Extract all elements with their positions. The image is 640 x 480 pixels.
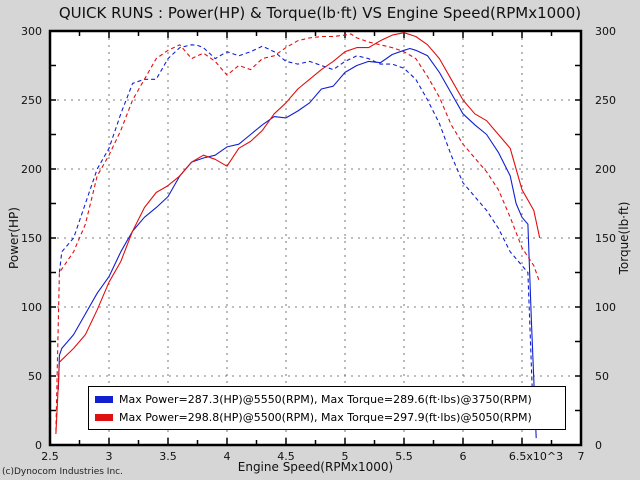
legend: Max Power=287.3(HP)@5550(RPM), Max Torqu…	[88, 386, 566, 430]
x-tick-label: 6.5x10^3	[509, 450, 563, 463]
y-axis-label: Power(HP)	[7, 207, 21, 269]
chart-title: QUICK RUNS : Power(HP) & Torque(lb·ft) V…	[58, 4, 582, 22]
x-tick-label: 6	[460, 450, 467, 463]
x-tick-label: 5	[342, 450, 349, 463]
y-tick-label: 250	[21, 94, 42, 107]
torque-line-blue	[58, 44, 535, 432]
y-tick-label: 150	[21, 232, 42, 245]
legend-item-blue: Max Power=287.3(HP)@5550(RPM), Max Torqu…	[95, 391, 532, 407]
y-tick-label: 100	[21, 301, 42, 314]
y-tick-label: 50	[28, 370, 42, 383]
legend-swatch-red	[95, 413, 113, 421]
credit-text: (c)Dynocom Industries Inc.	[2, 467, 123, 477]
plot-frame	[48, 29, 583, 447]
power-line-blue	[57, 47, 537, 439]
power-line-red	[55, 32, 541, 435]
x-tick-label: 3.5	[159, 450, 177, 463]
x-axis-label: Engine Speed(RPMx1000)	[238, 460, 394, 474]
y2-tick-label: 50	[595, 370, 609, 383]
y2-axis-label: Torque(lb·ft)	[617, 202, 631, 276]
y2-tick-label: 100	[595, 301, 616, 314]
torque-line-red	[55, 33, 541, 432]
legend-item-red: Max Power=298.8(HP)@5500(RPM), Max Torqu…	[95, 409, 532, 425]
y2-tick-label: 200	[595, 163, 616, 176]
legend-label-red: Max Power=298.8(HP)@5500(RPM), Max Torqu…	[119, 410, 532, 424]
y2-tick-label: 150	[595, 232, 616, 245]
y-tick-label: 0	[35, 439, 42, 452]
x-tick-label: 2.5	[41, 450, 59, 463]
y2-tick-label: 300	[595, 25, 616, 38]
legend-swatch-blue	[95, 395, 113, 403]
y2-tick-label: 250	[595, 94, 616, 107]
y2-tick-label: 0	[595, 439, 602, 452]
x-tick-label: 5.5	[395, 450, 413, 463]
y-tick-label: 300	[21, 25, 42, 38]
x-tick-label: 4	[224, 450, 231, 463]
x-tick-label: 4.5	[277, 450, 295, 463]
x-tick-label: 3	[106, 450, 113, 463]
y-tick-label: 200	[21, 163, 42, 176]
legend-label-blue: Max Power=287.3(HP)@5550(RPM), Max Torqu…	[119, 392, 532, 406]
x-tick-label: 7	[578, 450, 585, 463]
